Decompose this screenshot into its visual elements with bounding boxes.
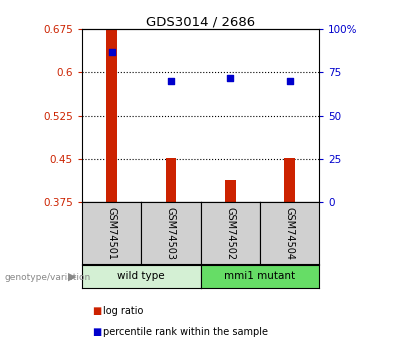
Text: GSM74501: GSM74501	[107, 207, 117, 260]
Text: wild type: wild type	[118, 272, 165, 281]
Text: ■: ■	[92, 327, 102, 337]
Bar	[284, 158, 295, 202]
Text: GSM74504: GSM74504	[284, 207, 294, 260]
Title: GDS3014 / 2686: GDS3014 / 2686	[146, 15, 255, 28]
Text: genotype/variation: genotype/variation	[4, 273, 90, 282]
Text: log ratio: log ratio	[103, 306, 143, 316]
Point	[227, 75, 234, 80]
Bar	[106, 29, 117, 202]
Bar	[225, 180, 236, 202]
Text: ■: ■	[92, 306, 102, 316]
Text: GSM74502: GSM74502	[225, 207, 235, 260]
Text: mmi1 mutant: mmi1 mutant	[224, 272, 295, 281]
Point	[168, 78, 174, 84]
Text: percentile rank within the sample: percentile rank within the sample	[103, 327, 268, 337]
Text: GSM74503: GSM74503	[166, 207, 176, 260]
Bar	[165, 158, 176, 202]
Text: ▶: ▶	[68, 272, 77, 282]
Point	[286, 78, 293, 84]
Point	[108, 49, 115, 55]
